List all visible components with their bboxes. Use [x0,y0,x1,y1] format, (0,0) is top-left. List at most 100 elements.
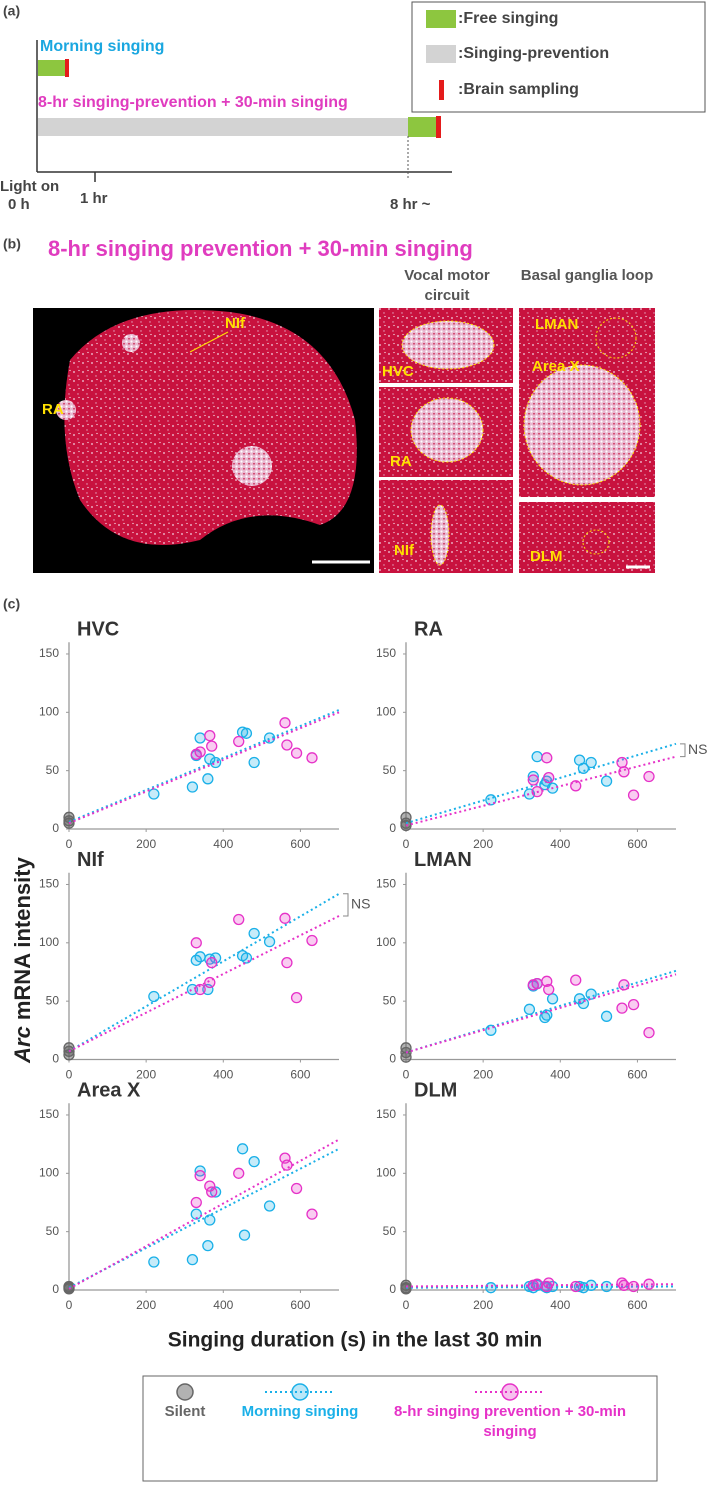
region-outline [523,364,641,486]
y-tick-label: 150 [376,877,396,891]
data-point [194,951,206,963]
y-tick-label: 150 [39,646,59,660]
legend-text: Silent [164,1403,206,1420]
data-point [643,1278,655,1290]
data-point [204,753,216,765]
x-tick-label: 200 [473,837,493,851]
data-point [616,756,628,769]
data-point [618,1279,630,1291]
fit-line [405,742,677,825]
y-tick-label: 100 [39,1165,59,1179]
x-tick-label: 400 [550,1068,570,1082]
x-axis-label: Singing duration (s) in the last 30 min [168,1329,543,1352]
data-point [541,975,553,987]
pointer [189,331,229,353]
annotation: NS [688,741,707,757]
data-point [600,775,613,787]
data-point [194,732,206,744]
x-tick-label: 400 [550,837,570,851]
x-tick-label: 0 [403,837,410,851]
data-point [206,956,218,969]
data-point [627,789,640,801]
y-tick-label: 0 [389,1282,396,1296]
data-point [577,762,590,774]
region-outline [582,529,610,555]
data-point [279,717,291,729]
chart-title: RA [414,619,443,641]
legend-marker [501,1383,519,1401]
fit-line [68,892,340,1053]
data-point [148,1256,160,1268]
chart-title: Area X [77,1080,141,1102]
legend-text: :Singing-prevention [458,45,609,62]
fit-line [405,1283,677,1288]
y-tick-label: 100 [39,704,59,718]
data-point [618,766,630,778]
time-label: 8 hr ~ [390,196,431,213]
time-label: Light on [0,178,59,195]
region-label: Area X [532,358,580,375]
data-point [263,1200,276,1212]
data-point [290,1182,303,1195]
legend-text: :Brain sampling [458,81,579,98]
fit-line [68,1138,340,1290]
chart-title: LMAN [414,849,472,871]
y-tick-label: 50 [46,1224,60,1238]
data-point [206,740,218,752]
data-point [233,913,245,926]
x-tick-label: 400 [213,837,233,851]
data-point [400,1051,412,1063]
data-point [527,770,539,783]
y-tick-label: 0 [52,821,59,835]
data-point [531,978,543,990]
legend-swatch [439,80,444,100]
ns-bracket [680,743,686,758]
data-point [248,927,260,940]
data-point [186,1254,199,1266]
y-tick-label: 100 [376,1165,396,1179]
y-tick-label: 150 [376,646,396,660]
sampling-mark [436,116,441,138]
panel-title: 8-hr singing prevention + 30-min singing [48,236,473,261]
y-tick-label: 100 [376,704,396,718]
data-point [190,937,202,949]
y-tick-label: 150 [376,1107,396,1121]
legend-box [411,1,706,113]
data-point [190,1196,202,1209]
data-point [263,732,276,744]
data-point [306,1208,318,1220]
x-tick-label: 600 [290,837,310,851]
y-tick-label: 50 [46,763,60,777]
x-tick-label: 0 [66,1068,73,1082]
chart-title: DLM [414,1080,457,1102]
prevention-bar [38,118,408,136]
data-point [306,934,318,947]
data-point [541,752,553,764]
singing-bar [38,60,66,76]
data-point [585,988,597,1000]
fit-line [405,755,677,827]
data-point [485,1282,497,1294]
legend-swatch [426,10,456,28]
region-label: NIf [225,315,246,332]
panel-label: (b) [3,236,21,252]
chart-title: HVC [77,619,119,641]
legend-text: Morning singing [241,1403,359,1420]
data-point [63,1049,75,1061]
data-point [600,1010,613,1022]
y-axis-label-rest: mRNA intensity [10,856,35,1020]
column-title: Basal ganglia loop [520,267,654,284]
region-outline [595,317,637,359]
data-point [546,993,559,1005]
data-point [531,786,543,798]
region-label: RA [42,401,64,418]
data-point [233,1167,245,1179]
ns-bracket [343,893,349,917]
data-point [570,780,582,792]
data-point [543,1277,555,1289]
panel-label: (a) [3,3,20,19]
region-label: RA [390,453,412,470]
fit-line [405,973,677,1054]
y-tick-label: 50 [383,993,397,1007]
